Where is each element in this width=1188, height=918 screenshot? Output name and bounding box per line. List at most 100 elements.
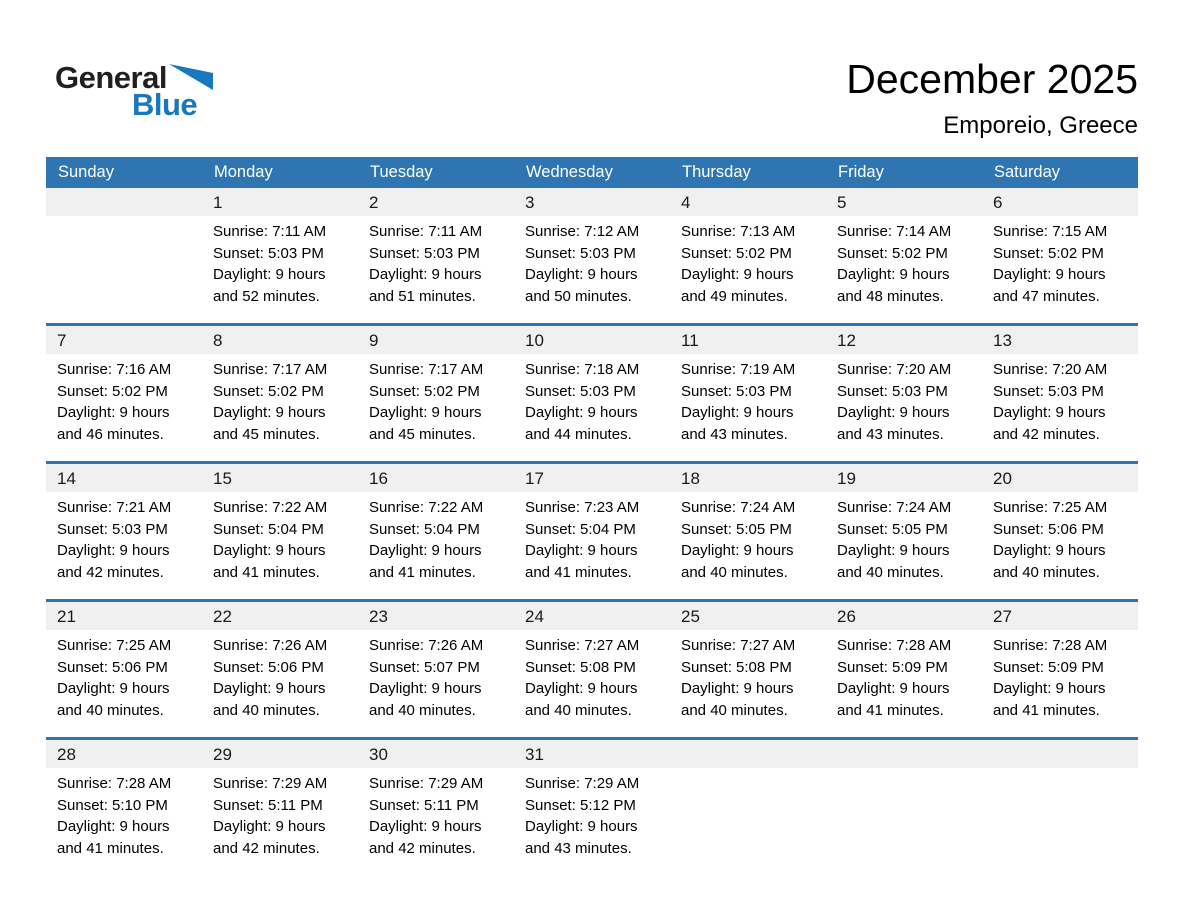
sunrise-text: Sunrise: 7:12 AM — [525, 223, 640, 240]
sunrise-text: Sunrise: 7:16 AM — [57, 361, 172, 378]
day-cell-empty — [826, 740, 982, 875]
sunrise-text: Sunrise: 7:27 AM — [525, 637, 640, 654]
sunrise-text: Sunrise: 7:13 AM — [681, 223, 796, 240]
sunrise-text: Sunrise: 7:20 AM — [837, 361, 952, 378]
day-cell: 31 Sunrise: 7:29 AM Sunset: 5:12 PM Dayligh… — [514, 740, 670, 875]
week-row: 1 Sunrise: 7:11 AM Sunset: 5:03 PM Daylight… — [46, 188, 1138, 323]
day-lines: Sunrise: 7:11 AM Sunset: 5:03 PM Daylight:… — [213, 221, 350, 307]
daylight-text-line1: Daylight: 9 hours — [213, 680, 326, 697]
title-block: December 2025 Emporeio, Greece — [538, 56, 1138, 140]
day-cell: 20 Sunrise: 7:25 AM Sunset: 5:06 PM Dayligh… — [982, 464, 1138, 599]
sunrise-text: Sunrise: 7:28 AM — [993, 637, 1108, 654]
day-lines: Sunrise: 7:29 AM Sunset: 5:12 PM Daylight:… — [525, 773, 662, 859]
daylight-text-line1: Daylight: 9 hours — [213, 404, 326, 421]
daylight-text-line1: Daylight: 9 hours — [369, 680, 482, 697]
day-lines: Sunrise: 7:16 AM Sunset: 5:02 PM Daylight:… — [57, 359, 194, 445]
daylight-text-line1: Daylight: 9 hours — [993, 404, 1106, 421]
day-number: 14 — [57, 469, 76, 488]
daylight-text-line2: and 40 minutes. — [369, 701, 476, 719]
day-cell: 15 Sunrise: 7:22 AM Sunset: 5:04 PM Dayligh… — [202, 464, 358, 599]
sunset-text: Sunset: 5:02 PM — [837, 244, 948, 262]
daylight-text-line1: Daylight: 9 hours — [369, 404, 482, 421]
daylight-text-line1: Daylight: 9 hours — [681, 266, 794, 283]
daylight-text-line1: Daylight: 9 hours — [213, 542, 326, 559]
day-lines: Sunrise: 7:17 AM Sunset: 5:02 PM Daylight:… — [369, 359, 506, 445]
daylight-text-line2: and 46 minutes. — [57, 425, 164, 443]
daylight-text-line1: Daylight: 9 hours — [369, 266, 482, 283]
daylight-text-line1: Daylight: 9 hours — [525, 680, 638, 697]
day-cell: 1 Sunrise: 7:11 AM Sunset: 5:03 PM Daylight… — [202, 188, 358, 323]
daylight-text-line2: and 42 minutes. — [57, 563, 164, 581]
general-blue-logo: General Blue — [55, 62, 213, 120]
day-lines: Sunrise: 7:12 AM Sunset: 5:03 PM Daylight:… — [525, 221, 662, 307]
logo-triangle-icon — [168, 64, 213, 90]
day-number: 15 — [213, 469, 232, 488]
sunrise-text: Sunrise: 7:29 AM — [525, 775, 640, 792]
weekday-label: Friday — [838, 163, 884, 181]
daylight-text-line1: Daylight: 9 hours — [57, 818, 170, 835]
day-number: 21 — [57, 607, 76, 626]
sunrise-text: Sunrise: 7:29 AM — [213, 775, 328, 792]
daylight-text-line2: and 40 minutes. — [525, 701, 632, 719]
day-cell: 12 Sunrise: 7:20 AM Sunset: 5:03 PM Dayligh… — [826, 326, 982, 461]
daylight-text-line1: Daylight: 9 hours — [57, 680, 170, 697]
sunrise-text: Sunrise: 7:19 AM — [681, 361, 796, 378]
sunset-text: Sunset: 5:10 PM — [57, 796, 168, 814]
daylight-text-line2: and 51 minutes. — [369, 287, 476, 305]
day-cell: 28 Sunrise: 7:28 AM Sunset: 5:10 PM Dayligh… — [46, 740, 202, 875]
day-number: 31 — [525, 745, 544, 764]
sunrise-text: Sunrise: 7:24 AM — [681, 499, 796, 516]
day-lines: Sunrise: 7:25 AM Sunset: 5:06 PM Daylight:… — [993, 497, 1130, 583]
sunset-text: Sunset: 5:02 PM — [57, 382, 168, 400]
day-cell: 13 Sunrise: 7:20 AM Sunset: 5:03 PM Dayligh… — [982, 326, 1138, 461]
daylight-text-line1: Daylight: 9 hours — [993, 680, 1106, 697]
day-lines: Sunrise: 7:22 AM Sunset: 5:04 PM Daylight:… — [213, 497, 350, 583]
sunrise-text: Sunrise: 7:17 AM — [369, 361, 484, 378]
day-cell: 29 Sunrise: 7:29 AM Sunset: 5:11 PM Dayligh… — [202, 740, 358, 875]
sunset-text: Sunset: 5:03 PM — [57, 520, 168, 538]
sunrise-text: Sunrise: 7:14 AM — [837, 223, 952, 240]
day-lines: Sunrise: 7:15 AM Sunset: 5:02 PM Daylight:… — [993, 221, 1130, 307]
sunset-text: Sunset: 5:08 PM — [681, 658, 792, 676]
day-cell: 9 Sunrise: 7:17 AM Sunset: 5:02 PM Daylight… — [358, 326, 514, 461]
day-cell: 26 Sunrise: 7:28 AM Sunset: 5:09 PM Dayligh… — [826, 602, 982, 737]
daylight-text-line1: Daylight: 9 hours — [57, 404, 170, 421]
daylight-text-line1: Daylight: 9 hours — [369, 542, 482, 559]
day-lines: Sunrise: 7:27 AM Sunset: 5:08 PM Daylight:… — [681, 635, 818, 721]
daylight-text-line2: and 42 minutes. — [213, 839, 320, 857]
day-number: 13 — [993, 331, 1012, 350]
day-cell: 2 Sunrise: 7:11 AM Sunset: 5:03 PM Daylight… — [358, 188, 514, 323]
day-number: 16 — [369, 469, 388, 488]
daylight-text-line2: and 44 minutes. — [525, 425, 632, 443]
daylight-text-line2: and 50 minutes. — [525, 287, 632, 305]
daylight-text-line2: and 40 minutes. — [57, 701, 164, 719]
daylight-text-line1: Daylight: 9 hours — [213, 818, 326, 835]
day-cell: 30 Sunrise: 7:29 AM Sunset: 5:11 PM Dayligh… — [358, 740, 514, 875]
day-cell: 25 Sunrise: 7:27 AM Sunset: 5:08 PM Dayligh… — [670, 602, 826, 737]
day-number: 3 — [525, 193, 535, 212]
day-cell: 19 Sunrise: 7:24 AM Sunset: 5:05 PM Dayligh… — [826, 464, 982, 599]
day-lines: Sunrise: 7:26 AM Sunset: 5:06 PM Daylight:… — [213, 635, 350, 721]
day-cell: 4 Sunrise: 7:13 AM Sunset: 5:02 PM Daylight… — [670, 188, 826, 323]
day-lines: Sunrise: 7:20 AM Sunset: 5:03 PM Daylight:… — [993, 359, 1130, 445]
sunset-text: Sunset: 5:03 PM — [993, 382, 1104, 400]
sunrise-text: Sunrise: 7:17 AM — [213, 361, 328, 378]
daylight-text-line2: and 45 minutes. — [213, 425, 320, 443]
daylight-text-line1: Daylight: 9 hours — [681, 542, 794, 559]
daylight-text-line2: and 43 minutes. — [837, 425, 944, 443]
day-cell: 18 Sunrise: 7:24 AM Sunset: 5:05 PM Dayligh… — [670, 464, 826, 599]
week-grid: 21 Sunrise: 7:25 AM Sunset: 5:06 PM Dayligh… — [46, 602, 1138, 737]
sunset-text: Sunset: 5:02 PM — [213, 382, 324, 400]
weekday-label: Saturday — [994, 163, 1061, 181]
day-number: 30 — [369, 745, 388, 764]
daylight-text-line1: Daylight: 9 hours — [681, 404, 794, 421]
day-number: 29 — [213, 745, 232, 764]
sunrise-text: Sunrise: 7:21 AM — [57, 499, 172, 516]
sunset-text: Sunset: 5:05 PM — [837, 520, 948, 538]
daylight-text-line1: Daylight: 9 hours — [213, 266, 326, 283]
week-grid: 28 Sunrise: 7:28 AM Sunset: 5:10 PM Dayligh… — [46, 740, 1138, 875]
sunset-text: Sunset: 5:11 PM — [369, 796, 479, 814]
daylight-text-line2: and 40 minutes. — [213, 701, 320, 719]
daylight-text-line1: Daylight: 9 hours — [525, 404, 638, 421]
sunset-text: Sunset: 5:08 PM — [525, 658, 636, 676]
